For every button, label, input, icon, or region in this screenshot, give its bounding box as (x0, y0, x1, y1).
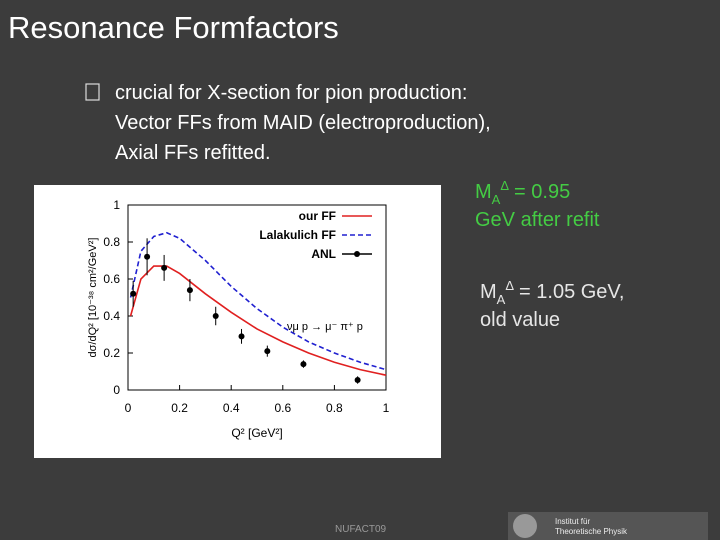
x-tick-label: 1 (383, 401, 390, 415)
legend-label: Lalakulich FF (259, 228, 336, 242)
data-point (264, 348, 271, 355)
data-point (300, 361, 307, 368)
data-point (130, 290, 137, 297)
x-tick-label: 0.6 (274, 401, 291, 415)
y-tick-label: 0.2 (103, 346, 120, 360)
note-line: old value (480, 309, 560, 331)
curve (129, 265, 387, 376)
data-point (161, 264, 168, 271)
legend-label: our FF (299, 209, 336, 223)
data-point (212, 313, 219, 319)
superscript: Δ (500, 178, 509, 193)
symbol: M (480, 281, 497, 303)
y-tick-label: 0 (113, 383, 120, 397)
data-point (354, 377, 361, 384)
subscript: A (492, 192, 501, 207)
logo-seal (513, 514, 537, 538)
logo-text: Theoretische Physik (555, 527, 628, 536)
logo-box (508, 512, 708, 540)
x-axis-label: Q² [GeV²] (231, 426, 282, 440)
data-point (186, 287, 193, 294)
symbol: M (475, 181, 492, 203)
mass-note: MAΔ = 0.95 (475, 178, 570, 207)
x-tick-label: 0.8 (326, 401, 343, 415)
x-tick-label: 0.2 (171, 401, 188, 415)
note-line: = 0.95 (514, 181, 570, 203)
superscript: Δ (505, 278, 514, 293)
y-tick-label: 1 (113, 198, 120, 212)
data-point (238, 333, 245, 340)
chart-image (34, 185, 441, 458)
logo-text: Institut für (555, 517, 590, 526)
y-tick-label: 0.4 (103, 309, 120, 323)
legend-marker (354, 251, 360, 257)
y-tick-label: 0.8 (103, 235, 120, 249)
y-tick-label: 0.6 (103, 272, 120, 286)
legend-label: ANL (311, 247, 336, 261)
chart: 0 0.2 0.4 0.6 0.8 1 0 0.2 0.4 0.6 0.8 1 Q² [GeV²] dσ/… (87, 198, 390, 440)
y-axis-label: dσ/dQ² [10⁻³⁸ cm²/GeV²] (87, 238, 99, 358)
data-point (144, 253, 151, 260)
curve (129, 231, 387, 371)
note-line: GeV after refit (475, 209, 600, 231)
bullet-line: Vector FFs from MAID (electroproduction)… (115, 112, 491, 134)
x-tick-label: 0 (125, 401, 132, 415)
bullet-line: crucial for X-section for pion productio… (115, 82, 467, 104)
plot-frame (127, 204, 387, 391)
bullet-icon (85, 83, 100, 101)
subscript: A (497, 292, 506, 307)
bullet-line: Axial FFs refitted. (115, 142, 271, 164)
annotation: νμ p → μ⁻ π⁺ p (287, 321, 363, 333)
bullet: crucial for X-section for pion productio… (115, 82, 491, 164)
note-line: = 1.05 GeV, (519, 281, 624, 303)
mass-note: MAΔ = 1.05 GeV, (480, 278, 625, 307)
slide-title: Resonance Formfactors (8, 10, 339, 45)
footer: NUFACT09 (335, 524, 387, 535)
x-tick-label: 0.4 (223, 401, 240, 415)
